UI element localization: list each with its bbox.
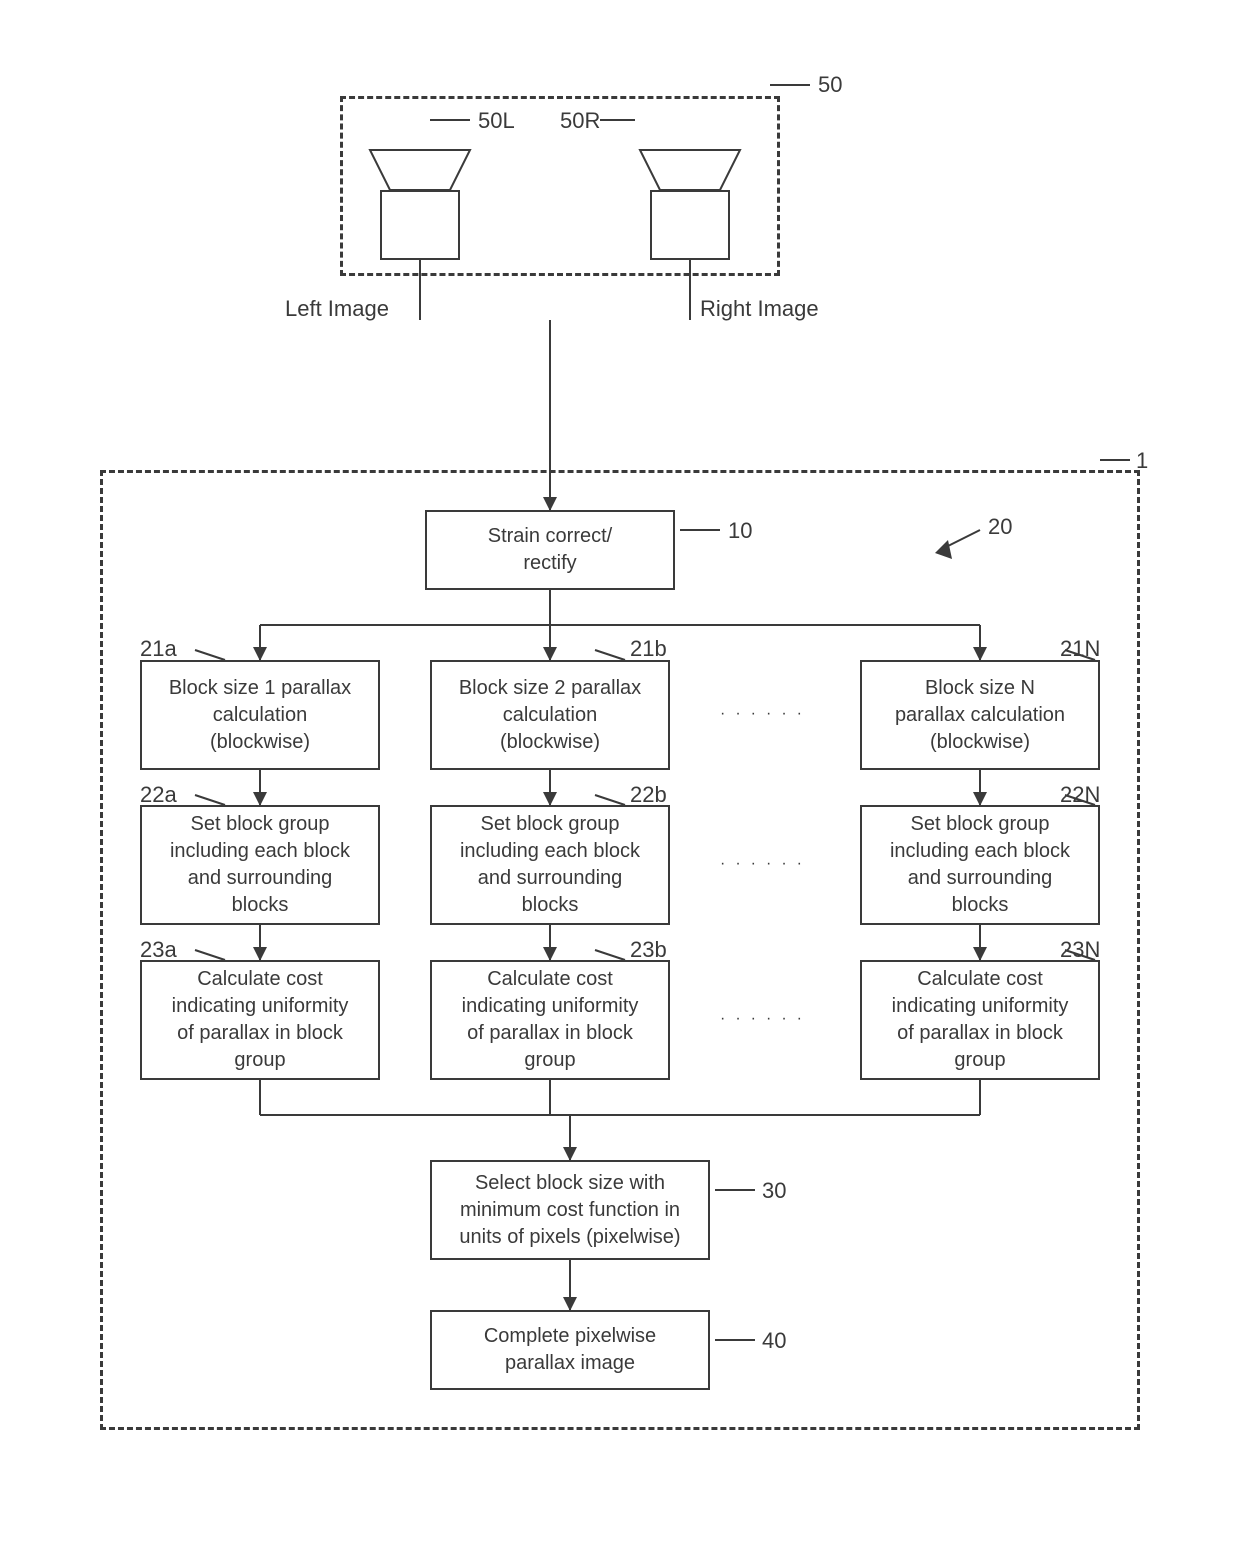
node-23N-text: Calculate costindicating uniformityof pa… — [892, 966, 1069, 1074]
node-rectify-text: Strain correct/rectify — [488, 523, 612, 577]
node-23b: Calculate costindicating uniformityof pa… — [430, 960, 670, 1080]
arrow-into-22N — [973, 792, 987, 806]
camera-left-body — [380, 190, 460, 260]
node-complete: Complete pixelwiseparallax image — [430, 1310, 710, 1390]
ref-1: 1 — [1136, 448, 1148, 474]
node-rectify: Strain correct/rectify — [425, 510, 675, 590]
arrow-into-21N — [973, 647, 987, 661]
node-select: Select block size withminimum cost funct… — [430, 1160, 710, 1260]
ref-50R: 50R — [560, 108, 600, 134]
node-22a-text: Set block groupincluding each blockand s… — [170, 811, 350, 919]
ref-21a: 21a — [140, 636, 177, 662]
node-22b-text: Set block groupincluding each blockand s… — [460, 811, 640, 919]
label-right-image: Right Image — [700, 296, 819, 322]
arrow-into-22a — [253, 792, 267, 806]
node-21N: Block size Nparallax calculation(blockwi… — [860, 660, 1100, 770]
node-21a-text: Block size 1 parallaxcalculation(blockwi… — [169, 675, 351, 756]
arrow-into-21a — [253, 647, 267, 661]
node-23N: Calculate costindicating uniformityof pa… — [860, 960, 1100, 1080]
arrow-into-23N — [973, 947, 987, 961]
arrow-into-rectify — [543, 497, 557, 511]
node-23a: Calculate costindicating uniformityof pa… — [140, 960, 380, 1080]
node-21b-text: Block size 2 parallaxcalculation(blockwi… — [459, 675, 641, 756]
label-left-image: Left Image — [285, 296, 389, 322]
ellipsis-row1: ······ — [720, 705, 812, 723]
arrow-into-21b — [543, 647, 557, 661]
arrow-into-complete — [563, 1297, 577, 1311]
node-22N: Set block groupincluding each blockand s… — [860, 805, 1100, 925]
ref-40: 40 — [762, 1328, 786, 1354]
ref-10: 10 — [728, 518, 752, 544]
ref-20: 20 — [988, 514, 1012, 540]
node-21a: Block size 1 parallaxcalculation(blockwi… — [140, 660, 380, 770]
node-select-text: Select block size withminimum cost funct… — [459, 1170, 680, 1251]
camera-right-body — [650, 190, 730, 260]
ref-30: 30 — [762, 1178, 786, 1204]
arrow-into-23a — [253, 947, 267, 961]
node-22N-text: Set block groupincluding each blockand s… — [890, 811, 1070, 919]
ref-21N: 21N — [1060, 636, 1100, 662]
node-21N-text: Block size Nparallax calculation(blockwi… — [895, 675, 1065, 756]
ref-50: 50 — [818, 72, 842, 98]
arrow-into-23b — [543, 947, 557, 961]
node-complete-text: Complete pixelwiseparallax image — [484, 1323, 656, 1377]
node-21b: Block size 2 parallaxcalculation(blockwi… — [430, 660, 670, 770]
arrow-into-select — [563, 1147, 577, 1161]
ref-50L: 50L — [478, 108, 515, 134]
node-22a: Set block groupincluding each blockand s… — [140, 805, 380, 925]
ellipsis-row2: ······ — [720, 855, 812, 873]
node-23a-text: Calculate costindicating uniformityof pa… — [172, 966, 349, 1074]
diagram-canvas: 50L 50R 50 Left Image Right Image 1 20 S… — [0, 0, 1240, 1542]
arrow-into-22b — [543, 792, 557, 806]
ref-21b: 21b — [630, 636, 667, 662]
node-22b: Set block groupincluding each blockand s… — [430, 805, 670, 925]
ellipsis-row3: ······ — [720, 1010, 812, 1028]
node-23b-text: Calculate costindicating uniformityof pa… — [462, 966, 639, 1074]
